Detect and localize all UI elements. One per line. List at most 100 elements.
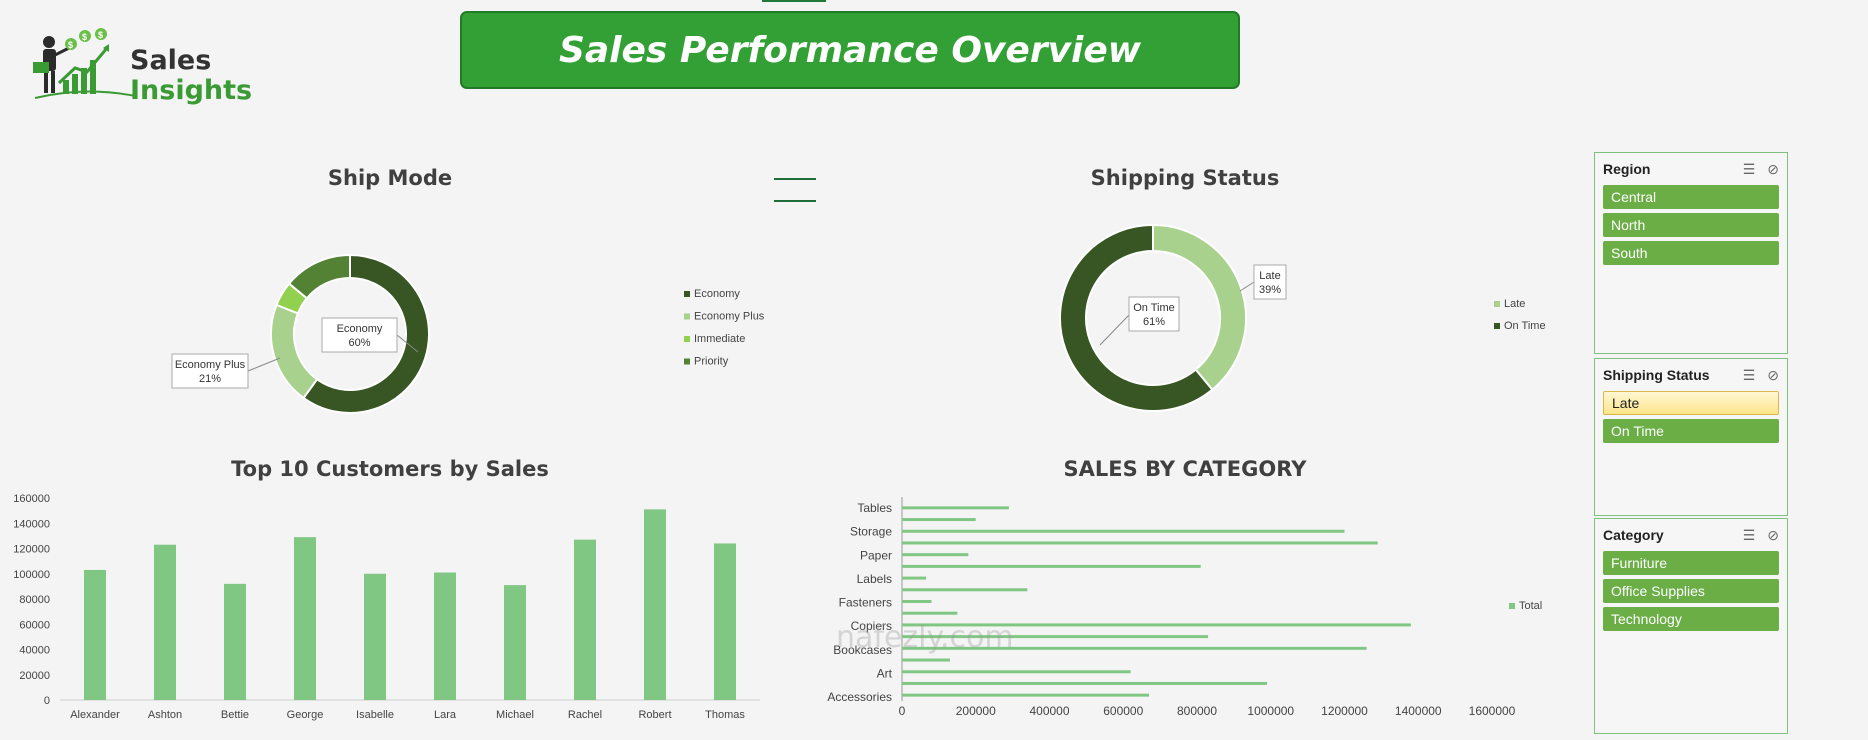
- top-indicator: [762, 0, 826, 2]
- y-tick-label: 140000: [13, 518, 50, 530]
- x-tick-label: 600000: [1103, 704, 1143, 718]
- slicer-title: Category: [1603, 527, 1664, 543]
- slicer-header: Region ☰ ⊘: [1595, 153, 1787, 185]
- bar-michael: [504, 585, 526, 700]
- data-label-box: [1128, 296, 1180, 332]
- slicer-toolbar: ☰ ⊘: [1743, 527, 1779, 544]
- bar-envelopes: [902, 611, 958, 615]
- slice-on-time: [1059, 223, 1214, 412]
- bar-rachel: [574, 539, 596, 700]
- data-label-name: Late: [1259, 270, 1280, 282]
- slicer-item-central[interactable]: Central: [1603, 185, 1779, 209]
- bar-accessories: [902, 693, 1150, 697]
- x-tick-label: Lara: [434, 709, 457, 721]
- top-customers-title: Top 10 Customers by Sales: [231, 457, 549, 481]
- ship-mode-chart: Economy Economy Plus Immediate Priority Econ…: [171, 253, 765, 414]
- top-customers-chart: 0 20000 40000 60000 80000 100000 120000 140000 1…: [13, 493, 760, 721]
- y-tick-label: 40000: [19, 645, 50, 657]
- bar-fasteners: [902, 600, 932, 603]
- x-tick-label: Isabelle: [356, 709, 394, 721]
- slicer-item-north[interactable]: North: [1603, 213, 1779, 237]
- sales-insights-logo-icon: $ $ $: [33, 28, 136, 99]
- bar-art: [902, 670, 1131, 674]
- y-tick-label: Fasteners: [839, 596, 892, 610]
- data-label-value: 21%: [199, 373, 221, 385]
- clear-filter-icon[interactable]: ⊘: [1767, 366, 1779, 383]
- slicer-region: Region ☰ ⊘ Central North South: [1594, 152, 1788, 354]
- slicer-item-furniture[interactable]: Furniture: [1603, 551, 1779, 575]
- y-tick-label: 0: [44, 695, 50, 707]
- data-label-box: [1253, 264, 1287, 300]
- slicer-header: Category ☰ ⊘: [1595, 519, 1787, 551]
- x-tick-label: Rachel: [568, 709, 602, 721]
- x-tick-label: 1000000: [1247, 704, 1294, 718]
- bar-storage: [902, 529, 1345, 533]
- watermark: nafezly.com: [836, 620, 1014, 655]
- shipping-status-title: Shipping Status: [1090, 166, 1280, 190]
- data-label-value: 61%: [1143, 316, 1165, 328]
- slicer-header: Shipping Status ☰ ⊘: [1595, 359, 1787, 391]
- legend-entry: Priority: [694, 356, 729, 368]
- sales-by-category-title: SALES BY CATEGORY: [1063, 457, 1307, 481]
- slicer-item-south[interactable]: South: [1603, 241, 1779, 265]
- bar-lara: [434, 572, 456, 700]
- legend-marker: [684, 313, 690, 320]
- bar-isabelle: [364, 573, 386, 700]
- y-tick-label: Art: [877, 666, 893, 680]
- logo-text: Sales Insights: [130, 46, 252, 106]
- bar-machines: [902, 564, 1201, 568]
- bar-thomas: [714, 543, 736, 700]
- y-tick-label: 20000: [19, 670, 50, 682]
- legend-entry: Total: [1519, 600, 1542, 612]
- bar-alexander: [84, 569, 106, 700]
- clear-filter-icon[interactable]: ⊘: [1767, 526, 1779, 543]
- legend-marker: [1494, 323, 1500, 329]
- bar-chairs: [902, 635, 1209, 639]
- label-leader: [247, 357, 281, 372]
- slicer-title: Shipping Status: [1603, 367, 1710, 383]
- y-tick-label: Storage: [850, 525, 892, 539]
- bar-tables: [902, 506, 1009, 510]
- legend-marker: [684, 336, 690, 342]
- x-tick-label: Alexander: [70, 709, 120, 721]
- legend-entry: Economy Plus: [694, 311, 765, 323]
- x-tick-label: Bettie: [221, 709, 249, 721]
- y-tick-label: 100000: [13, 569, 50, 581]
- bar-labels: [902, 576, 926, 580]
- y-tick-label: Bookcases: [833, 643, 892, 657]
- data-label-name: Economy Plus: [175, 359, 246, 371]
- bar-robert: [644, 509, 666, 700]
- slicer-item-late[interactable]: Late: [1603, 391, 1779, 415]
- legend-entry: On Time: [1504, 320, 1546, 332]
- legend-marker: [1509, 603, 1515, 609]
- legend-entry: Immediate: [694, 333, 745, 345]
- bar-binders: [902, 658, 950, 662]
- x-tick-label: 1600000: [1469, 704, 1516, 718]
- y-tick-label: Paper: [860, 548, 892, 562]
- slicer-item-technology[interactable]: Technology: [1603, 607, 1779, 631]
- y-tick-label: 60000: [19, 619, 50, 631]
- slicer-item-on-time[interactable]: On Time: [1603, 419, 1779, 443]
- legend-marker: [684, 291, 690, 297]
- slice-economy: [302, 253, 430, 414]
- slicer-category: Category ☰ ⊘ Furniture Office Supplies Techno…: [1594, 518, 1788, 734]
- bar-bookcases: [902, 646, 1367, 650]
- dashboard-title: Sales Performance Overview: [558, 29, 1142, 71]
- slicer-item-office-supplies[interactable]: Office Supplies: [1603, 579, 1779, 603]
- bar-ashton: [154, 544, 176, 700]
- clear-filter-icon[interactable]: ⊘: [1767, 160, 1779, 177]
- svg-text:$: $: [82, 32, 87, 42]
- multi-select-icon[interactable]: ☰: [1742, 366, 1756, 383]
- label-leader: [396, 334, 419, 353]
- data-label-box: [321, 317, 398, 353]
- y-tick-label: 160000: [13, 493, 50, 505]
- dashboard-banner: Sales Performance Overview: [460, 11, 1240, 89]
- multi-select-icon[interactable]: ☰: [1742, 160, 1756, 177]
- bar-copiers: [902, 623, 1411, 627]
- shipping-status-chart: Late On Time Late 39% On Time 61%: [1059, 223, 1546, 412]
- multi-select-icon[interactable]: ☰: [1742, 526, 1756, 543]
- x-tick-label: 800000: [1177, 704, 1217, 718]
- bar-furnishings: [902, 588, 1028, 592]
- y-tick-label: Labels: [857, 572, 892, 586]
- menu-lines-icon: [774, 178, 816, 204]
